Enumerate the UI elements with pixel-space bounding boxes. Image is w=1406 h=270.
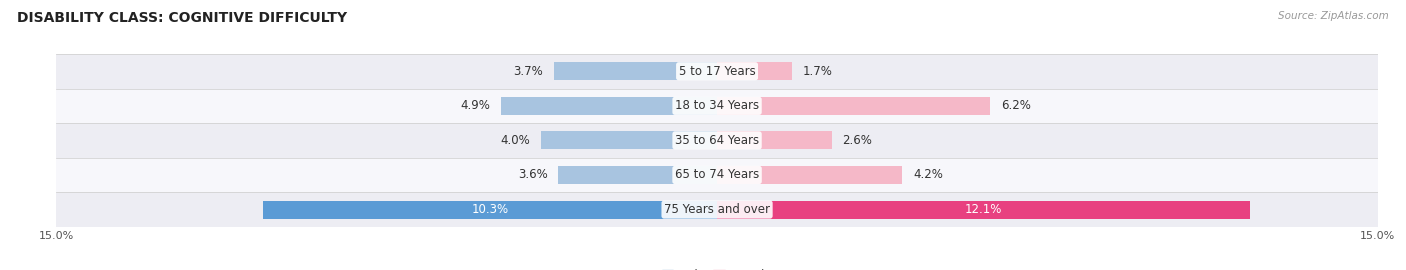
Text: Source: ZipAtlas.com: Source: ZipAtlas.com	[1278, 11, 1389, 21]
Text: 18 to 34 Years: 18 to 34 Years	[675, 99, 759, 112]
Bar	[501, 97, 717, 115]
Text: 1.7%: 1.7%	[803, 65, 832, 78]
Bar	[717, 131, 831, 149]
Bar	[263, 201, 717, 218]
Text: 12.1%: 12.1%	[965, 203, 1002, 216]
Bar	[717, 97, 990, 115]
Bar	[554, 62, 717, 80]
Bar	[558, 166, 717, 184]
Text: 65 to 74 Years: 65 to 74 Years	[675, 168, 759, 181]
Text: DISABILITY CLASS: COGNITIVE DIFFICULTY: DISABILITY CLASS: COGNITIVE DIFFICULTY	[17, 11, 347, 25]
Legend: Male, Female: Male, Female	[657, 264, 778, 270]
Bar	[56, 54, 1378, 89]
Text: 5 to 17 Years: 5 to 17 Years	[679, 65, 755, 78]
Bar	[56, 123, 1378, 158]
Text: 10.3%: 10.3%	[471, 203, 509, 216]
Text: 4.9%: 4.9%	[460, 99, 491, 112]
Bar	[717, 201, 1250, 218]
Text: 75 Years and over: 75 Years and over	[664, 203, 770, 216]
Bar	[56, 192, 1378, 227]
Text: 4.0%: 4.0%	[501, 134, 530, 147]
Text: 2.6%: 2.6%	[842, 134, 873, 147]
Bar	[717, 62, 792, 80]
Bar	[717, 166, 903, 184]
Text: 3.6%: 3.6%	[517, 168, 547, 181]
Text: 3.7%: 3.7%	[513, 65, 543, 78]
Text: 35 to 64 Years: 35 to 64 Years	[675, 134, 759, 147]
Bar	[56, 158, 1378, 192]
Bar	[56, 89, 1378, 123]
Text: 6.2%: 6.2%	[1001, 99, 1031, 112]
Text: 4.2%: 4.2%	[912, 168, 943, 181]
Bar	[541, 131, 717, 149]
